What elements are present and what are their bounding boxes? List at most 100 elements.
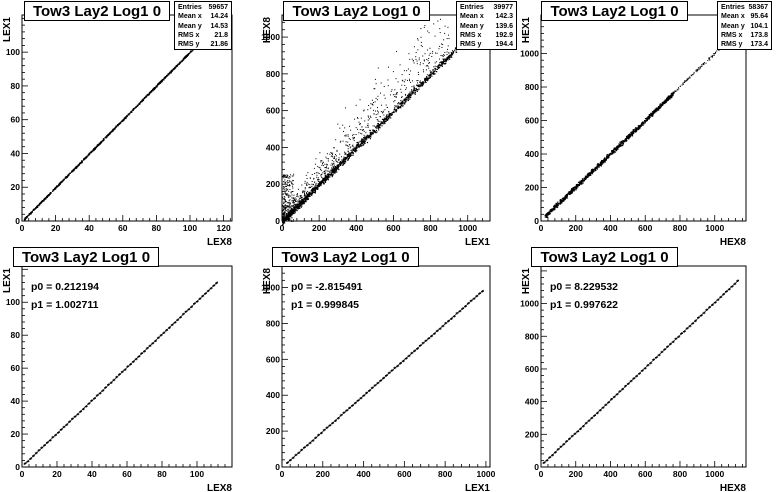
data-point — [300, 197, 302, 199]
x-tick-label: 0 — [539, 223, 544, 233]
data-point — [377, 126, 379, 128]
data-point — [341, 161, 344, 163]
data-point — [333, 147, 335, 149]
data-point — [444, 60, 447, 62]
data-point — [382, 123, 384, 125]
data-point — [593, 170, 595, 172]
data-point — [313, 178, 315, 180]
data-point — [708, 58, 710, 60]
data-point — [380, 121, 383, 123]
data-point — [667, 98, 670, 100]
data-point — [335, 169, 338, 171]
data-point — [352, 148, 354, 150]
data-point — [392, 71, 394, 73]
data-point — [336, 166, 338, 168]
data-point — [546, 215, 548, 217]
data-point — [291, 209, 293, 211]
data-point — [677, 89, 679, 91]
data-point — [284, 185, 286, 187]
data-point — [611, 152, 614, 154]
data-point — [291, 197, 293, 199]
data-point — [319, 168, 321, 170]
data-point — [115, 126, 117, 129]
data-point — [186, 55, 188, 57]
data-point — [336, 149, 338, 151]
data-point — [282, 209, 284, 211]
data-point — [301, 184, 303, 186]
data-point — [312, 189, 314, 191]
data-point — [410, 96, 412, 99]
data-point — [405, 87, 407, 89]
data-point — [63, 178, 65, 180]
data-point — [292, 220, 294, 222]
data-point — [183, 58, 185, 60]
data-point — [341, 161, 343, 163]
data-point — [148, 93, 150, 95]
data-point — [290, 192, 292, 194]
data-point — [638, 127, 641, 129]
data-point — [367, 125, 369, 127]
data-point — [579, 181, 581, 184]
data-point — [384, 122, 386, 125]
data-point — [310, 194, 313, 196]
data-point — [387, 117, 389, 119]
data-point — [286, 176, 288, 178]
data-point — [420, 28, 422, 30]
data-point — [353, 149, 355, 152]
data-point — [592, 171, 594, 173]
data-point — [374, 130, 376, 133]
data-point — [425, 69, 427, 71]
data-point — [417, 49, 419, 51]
data-point — [286, 175, 288, 177]
data-point — [345, 159, 347, 161]
data-point — [304, 195, 306, 197]
data-point — [282, 217, 284, 219]
data-point — [611, 153, 613, 155]
data-point — [322, 178, 324, 181]
data-point — [282, 209, 284, 211]
data-point — [288, 194, 290, 196]
data-point — [321, 181, 323, 183]
data-point — [286, 186, 288, 188]
data-point — [23, 218, 26, 220]
x-tick-label: 1000 — [476, 469, 495, 479]
data-point — [324, 177, 326, 179]
data-point — [287, 210, 289, 212]
data-point — [59, 182, 62, 184]
data-point — [65, 177, 67, 179]
data-point — [357, 142, 359, 144]
data-point — [350, 149, 352, 151]
data-point — [711, 56, 713, 58]
data-point — [291, 214, 293, 216]
data-point — [363, 144, 365, 146]
data-point — [41, 200, 44, 203]
data-point — [320, 182, 322, 184]
data-point — [392, 94, 394, 96]
data-point — [353, 137, 355, 139]
data-point — [580, 182, 583, 184]
data-point — [321, 176, 323, 178]
y-tick-label: 1000 — [261, 32, 280, 42]
data-point — [648, 117, 650, 119]
data-point — [632, 129, 634, 131]
data-point — [295, 199, 297, 201]
data-point — [283, 189, 285, 191]
data-point — [630, 134, 633, 136]
data-point — [293, 205, 295, 207]
data-point — [314, 163, 316, 165]
data-point — [387, 85, 389, 87]
data-point — [298, 207, 300, 209]
data-point — [105, 136, 107, 138]
data-point — [409, 96, 411, 98]
data-point — [381, 104, 383, 106]
data-point — [618, 145, 620, 148]
data-point — [175, 65, 177, 67]
data-point — [296, 200, 298, 202]
data-point — [295, 209, 297, 211]
data-point — [397, 81, 399, 83]
data-point — [365, 126, 367, 128]
data-point — [394, 96, 396, 98]
data-point — [630, 131, 632, 134]
data-point — [75, 167, 78, 169]
